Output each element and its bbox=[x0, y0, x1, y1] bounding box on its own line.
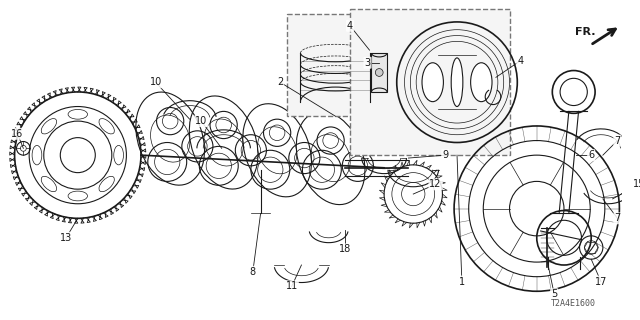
Bar bbox=[287, 14, 384, 116]
Ellipse shape bbox=[451, 58, 463, 107]
Ellipse shape bbox=[470, 63, 492, 102]
Bar bbox=[350, 9, 511, 155]
Text: 16: 16 bbox=[12, 129, 24, 139]
Text: 10: 10 bbox=[150, 77, 162, 87]
Text: 1: 1 bbox=[459, 276, 465, 286]
Text: 4: 4 bbox=[517, 56, 524, 66]
Bar bbox=[371, 53, 387, 92]
Text: 17: 17 bbox=[595, 276, 607, 286]
Text: 4: 4 bbox=[347, 21, 353, 31]
Text: 6: 6 bbox=[588, 150, 595, 160]
Text: 3: 3 bbox=[365, 58, 371, 68]
Text: 2: 2 bbox=[277, 77, 283, 87]
Ellipse shape bbox=[375, 68, 383, 76]
Text: 5: 5 bbox=[551, 289, 557, 299]
Text: 8: 8 bbox=[250, 267, 256, 277]
Text: 7: 7 bbox=[614, 213, 621, 223]
Text: 13: 13 bbox=[60, 233, 72, 243]
Text: FR.: FR. bbox=[575, 27, 595, 37]
Text: 18: 18 bbox=[339, 244, 351, 254]
Text: 12: 12 bbox=[429, 179, 442, 189]
Text: 7: 7 bbox=[614, 136, 621, 146]
Ellipse shape bbox=[422, 63, 444, 102]
Text: 15: 15 bbox=[633, 179, 640, 189]
Text: T2A4E1600: T2A4E1600 bbox=[551, 300, 596, 308]
Text: 9: 9 bbox=[442, 150, 449, 160]
Text: 11: 11 bbox=[285, 281, 298, 292]
Text: 10: 10 bbox=[195, 116, 207, 126]
